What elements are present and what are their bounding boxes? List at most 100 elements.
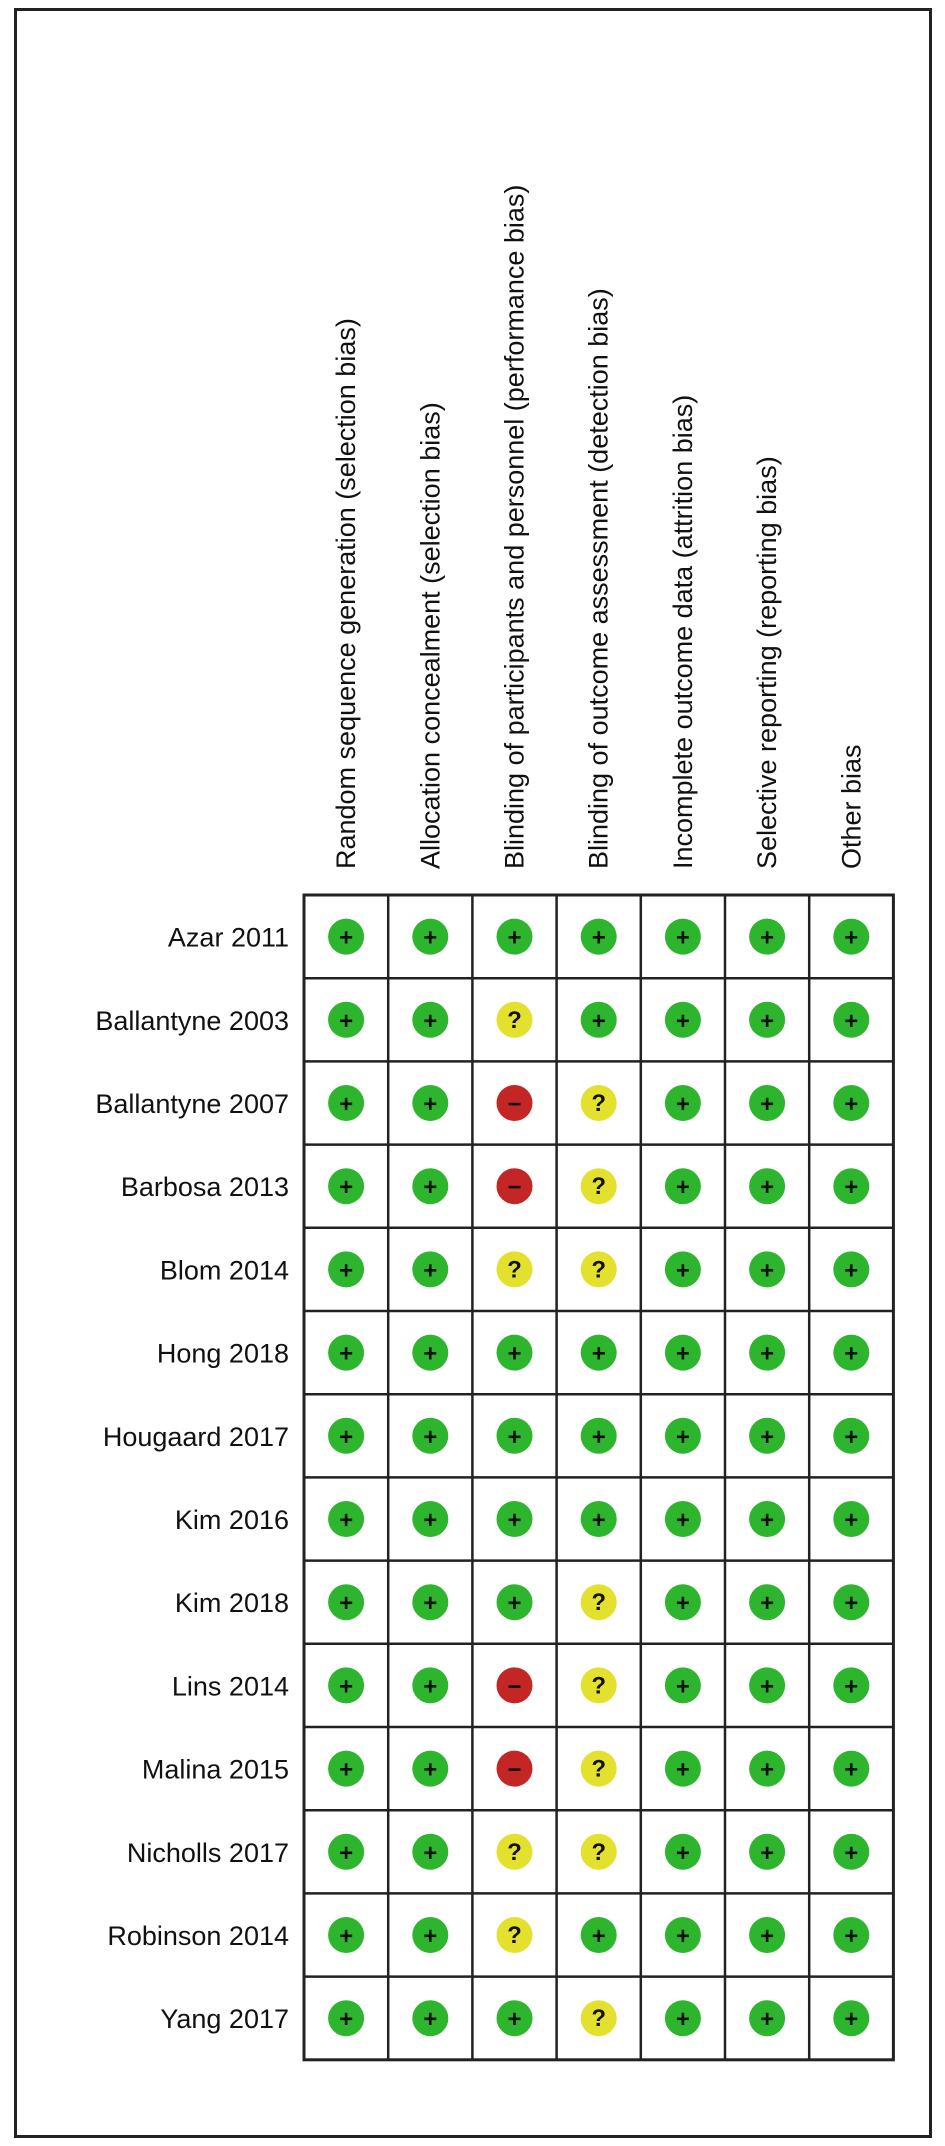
judgement-symbol: ? (591, 1173, 606, 1200)
judgement-circle (580, 1251, 617, 1288)
unclear-risk-mark: ? (580, 2000, 617, 2037)
judgement-circle (328, 1334, 365, 1371)
judgement-circle (412, 1667, 449, 1704)
judgement-symbol: + (507, 1590, 521, 1617)
judgement-symbol: + (507, 925, 521, 952)
judgement-symbol: + (423, 2006, 437, 2033)
unclear-risk-mark: ? (496, 1917, 533, 1953)
unclear-risk-mark: ? (580, 1584, 617, 1621)
low-risk-mark: + (664, 1833, 701, 1870)
judgement-circle (664, 1750, 701, 1787)
low-risk-mark: + (749, 1001, 786, 1038)
low-risk-mark: + (833, 1417, 870, 1454)
low-risk-mark: + (412, 1085, 449, 1121)
judgement-symbol: ? (591, 1090, 606, 1117)
judgement-symbol: + (676, 1590, 690, 1617)
judgement-circle (664, 1501, 701, 1537)
low-risk-mark: + (749, 1168, 786, 1205)
judgement-circle (580, 1168, 617, 1205)
judgement-circle (412, 1251, 449, 1288)
low-risk-mark: + (328, 1917, 365, 1953)
judgement-symbol: + (423, 1424, 437, 1451)
judgement-symbol: + (676, 2006, 690, 2033)
judgement-symbol: + (676, 1341, 690, 1368)
low-risk-mark: + (664, 1001, 701, 1038)
judgement-circle (833, 1667, 870, 1704)
low-risk-mark: + (328, 1833, 365, 1870)
judgement-circle (833, 1833, 870, 1870)
judgement-circle (664, 918, 701, 955)
judgement-symbol: + (760, 1923, 774, 1950)
judgement-symbol: + (507, 2006, 521, 2033)
low-risk-mark: + (749, 1584, 786, 1621)
low-risk-mark: + (833, 1917, 870, 1953)
judgement-symbol: + (844, 1341, 858, 1368)
judgement-circle (833, 1917, 870, 1953)
judgement-symbol: + (339, 2006, 353, 2033)
low-risk-mark: + (749, 1667, 786, 1704)
study-label: Kim 2018 (175, 1588, 289, 1618)
judgement-circle (496, 1750, 533, 1787)
judgement-circle (496, 2000, 533, 2037)
low-risk-mark: + (412, 1168, 449, 1205)
judgement-symbol: + (760, 1341, 774, 1368)
judgement-symbol: + (592, 1341, 606, 1368)
judgement-circle (412, 1917, 449, 1953)
low-risk-mark: + (412, 1251, 449, 1288)
low-risk-mark: + (412, 1667, 449, 1704)
low-risk-mark: + (833, 1833, 870, 1870)
judgement-circle (496, 1168, 533, 1205)
judgement-symbol: + (760, 1008, 774, 1035)
judgement-symbol: + (592, 1507, 606, 1534)
low-risk-mark: + (749, 1251, 786, 1288)
low-risk-mark: + (833, 1667, 870, 1704)
judgement-symbol: + (844, 1174, 858, 1201)
judgement-symbol: + (339, 1091, 353, 1118)
judgement-symbol: + (423, 1174, 437, 1201)
unclear-risk-mark: ? (496, 1001, 533, 1038)
judgement-circle (664, 1584, 701, 1621)
judgement-symbol: + (844, 925, 858, 952)
judgement-circle (749, 1584, 786, 1621)
study-label: Hougaard 2017 (103, 1422, 289, 1452)
judgement-circle (580, 2000, 617, 2037)
judgement-circle (749, 1750, 786, 1787)
judgement-symbol: ? (507, 1007, 522, 1034)
study-label: Ballantyne 2007 (95, 1089, 289, 1119)
low-risk-mark: + (664, 1334, 701, 1371)
judgement-symbol: + (423, 1673, 437, 1700)
study-label: Hong 2018 (157, 1339, 289, 1369)
judgement-circle (664, 1168, 701, 1205)
judgement-symbol: + (760, 1257, 774, 1284)
low-risk-mark: + (412, 1833, 449, 1870)
judgement-circle (833, 1584, 870, 1621)
judgement-symbol: + (507, 1341, 521, 1368)
low-risk-mark: + (749, 1085, 786, 1121)
judgement-circle (664, 1917, 701, 1953)
judgement-symbol: − (507, 1757, 521, 1784)
study-label: Nicholls 2017 (127, 1838, 289, 1868)
judgement-symbol: + (339, 1008, 353, 1035)
judgement-circle (412, 1085, 449, 1121)
risk-of-bias-chart: Random sequence generation (selection bi… (95, 185, 895, 2062)
judgement-symbol: − (507, 1673, 521, 1700)
low-risk-mark: + (580, 1417, 617, 1454)
judgement-symbol: + (676, 1424, 690, 1451)
low-risk-mark: + (412, 1584, 449, 1621)
judgement-circle (580, 1917, 617, 1953)
judgement-symbol: + (339, 925, 353, 952)
low-risk-mark: + (664, 1917, 701, 1953)
judgement-circle (496, 1833, 533, 1870)
low-risk-mark: + (749, 1750, 786, 1787)
judgement-circle (580, 1417, 617, 1454)
judgement-circle (749, 1501, 786, 1537)
judgement-circle (749, 1417, 786, 1454)
low-risk-mark: + (328, 1334, 365, 1371)
judgement-circle (412, 1417, 449, 1454)
judgement-circle (412, 1750, 449, 1787)
judgement-circle (833, 1501, 870, 1537)
judgement-circle (833, 1001, 870, 1038)
figure-frame: Random sequence generation (selection bi… (14, 8, 932, 2138)
judgement-symbol: + (339, 1424, 353, 1451)
column-header: Allocation concealment (selection bias) (415, 402, 445, 869)
